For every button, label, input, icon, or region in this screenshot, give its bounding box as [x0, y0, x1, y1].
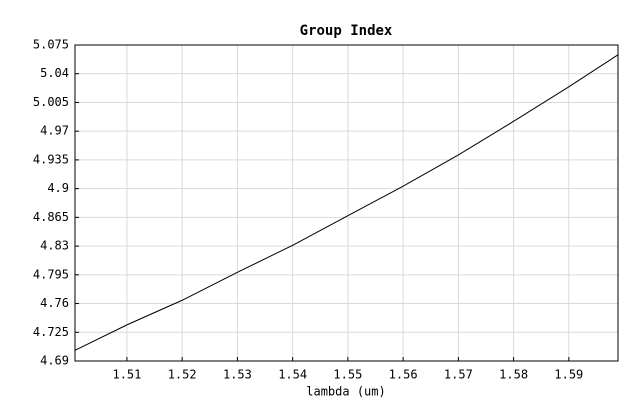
- plot-frame: [74, 44, 619, 362]
- x-tick-label: 1.53: [223, 368, 252, 382]
- x-tick-label: 1.55: [333, 368, 362, 382]
- x-tick-label: 1.52: [168, 368, 197, 382]
- chart-title: Group Index: [300, 23, 393, 39]
- x-tick-label: 1.54: [278, 368, 307, 382]
- x-tick-label: 1.57: [444, 368, 473, 382]
- x-tick-label: 1.56: [389, 368, 418, 382]
- y-tick-label: 4.9: [47, 181, 69, 195]
- y-tick-label: 5.005: [33, 95, 69, 109]
- x-tick-label: 1.51: [112, 368, 141, 382]
- x-tick-label: 1.58: [499, 368, 528, 382]
- y-tick-label: 4.69: [40, 354, 69, 368]
- x-tick-label: 1.59: [554, 368, 583, 382]
- y-tick-label: 4.76: [40, 296, 69, 310]
- y-tick-label: 5.075: [33, 38, 69, 52]
- y-tick-label: 4.83: [40, 239, 69, 253]
- y-tick-label: 4.865: [33, 210, 69, 224]
- x-axis-label: lambda (um): [306, 385, 385, 399]
- y-tick-label: 4.935: [33, 152, 69, 166]
- y-tick-label: 4.795: [33, 267, 69, 281]
- plot-area: [75, 45, 618, 361]
- y-tick-label: 5.04: [40, 66, 69, 80]
- data-line: [74, 54, 619, 351]
- y-tick-label: 4.97: [40, 124, 69, 138]
- y-tick-label: 4.725: [33, 325, 69, 339]
